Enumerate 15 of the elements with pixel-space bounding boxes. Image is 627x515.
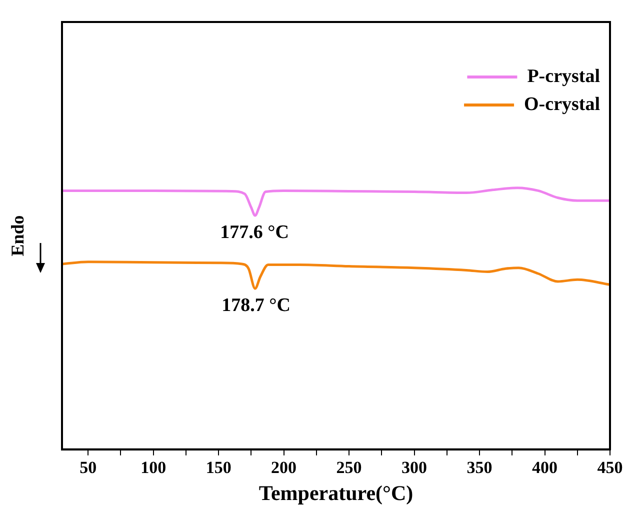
annotation: 177.6 °C [220, 222, 289, 243]
x-tick-label: 150 [206, 458, 232, 477]
x-tick-label: 250 [336, 458, 362, 477]
x-tick-label: 300 [402, 458, 428, 477]
x-tick-label: 100 [140, 458, 166, 477]
x-tick-label: 350 [466, 458, 492, 477]
x-tick-label: 200 [271, 458, 297, 477]
legend-label: O-crystal [524, 94, 600, 115]
legend-label: P-crystal [527, 66, 600, 87]
x-tick-label: 450 [597, 458, 623, 477]
x-tick-label: 400 [532, 458, 558, 477]
x-tick-label: 50 [80, 458, 97, 477]
y-axis-title: Endo [7, 215, 28, 256]
x-axis-title: Temperature(°C) [258, 480, 414, 505]
annotation: 178.7 °C [222, 294, 290, 316]
